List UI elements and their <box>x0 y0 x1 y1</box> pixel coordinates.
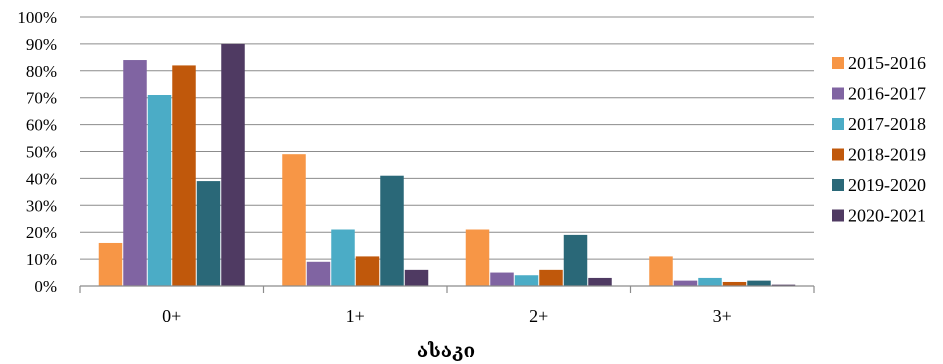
bar <box>563 234 588 286</box>
bar <box>123 60 147 286</box>
y-tick-label: 100% <box>17 8 57 27</box>
bar <box>355 256 380 286</box>
bar <box>282 154 306 286</box>
bar <box>196 181 221 286</box>
y-tick-label: 80% <box>26 62 57 81</box>
bar <box>331 229 355 286</box>
y-tick-label: 30% <box>26 196 57 215</box>
legend-label: 2019-2020 <box>848 175 926 195</box>
bar <box>172 65 196 286</box>
y-tick-label: 90% <box>26 35 57 54</box>
bar <box>380 175 404 286</box>
legend-label: 2017-2018 <box>848 114 926 134</box>
bar <box>673 280 698 286</box>
legend-label: 2018-2019 <box>848 145 926 165</box>
legend-label: 2016-2017 <box>848 84 926 104</box>
bar <box>147 95 172 286</box>
legend-swatch <box>832 118 844 130</box>
bar <box>747 280 771 286</box>
x-tick-label: 0+ <box>162 306 181 326</box>
x-axis-title: ასაკი <box>417 340 475 362</box>
bar <box>588 277 612 286</box>
bar <box>306 261 331 286</box>
bar <box>490 272 514 286</box>
x-axis-ticks: 0+ 1+ 2+ 3+ <box>162 306 732 326</box>
y-tick-label: 10% <box>26 250 57 269</box>
legend-swatch <box>832 179 844 191</box>
y-tick-label: 50% <box>26 143 57 162</box>
x-tick-label: 3+ <box>713 306 732 326</box>
legend-swatch <box>832 148 844 161</box>
bar <box>722 281 747 286</box>
bars <box>98 43 796 287</box>
bar <box>514 275 539 286</box>
y-tick-label: 40% <box>26 169 57 188</box>
bar <box>771 284 796 286</box>
legend-label: 2020-2021 <box>848 206 926 226</box>
legend-swatch <box>832 87 844 100</box>
legend-swatch <box>832 57 844 69</box>
y-tick-label: 20% <box>26 223 57 242</box>
legend-label: 2015-2016 <box>848 53 926 73</box>
bar <box>698 277 722 286</box>
y-tick-label: 60% <box>26 116 57 135</box>
bar <box>98 242 123 286</box>
legend-swatch <box>832 209 844 222</box>
bar <box>404 269 429 286</box>
x-tick-label: 2+ <box>529 306 548 326</box>
bar <box>465 229 490 286</box>
y-axis-ticks: 0% 10% 20% 30% 40% 50% 60% 70% 80% 90% 100% <box>17 8 57 296</box>
bar <box>649 256 673 286</box>
bar <box>539 269 563 286</box>
y-tick-label: 70% <box>26 89 57 108</box>
x-tick-label: 1+ <box>346 306 365 326</box>
legend: 2015-2016 2016-2017 2017-2018 2018-2019 2019… <box>832 53 926 226</box>
x-axis <box>79 285 815 293</box>
bar <box>221 43 245 287</box>
y-tick-label: 0% <box>34 277 57 296</box>
